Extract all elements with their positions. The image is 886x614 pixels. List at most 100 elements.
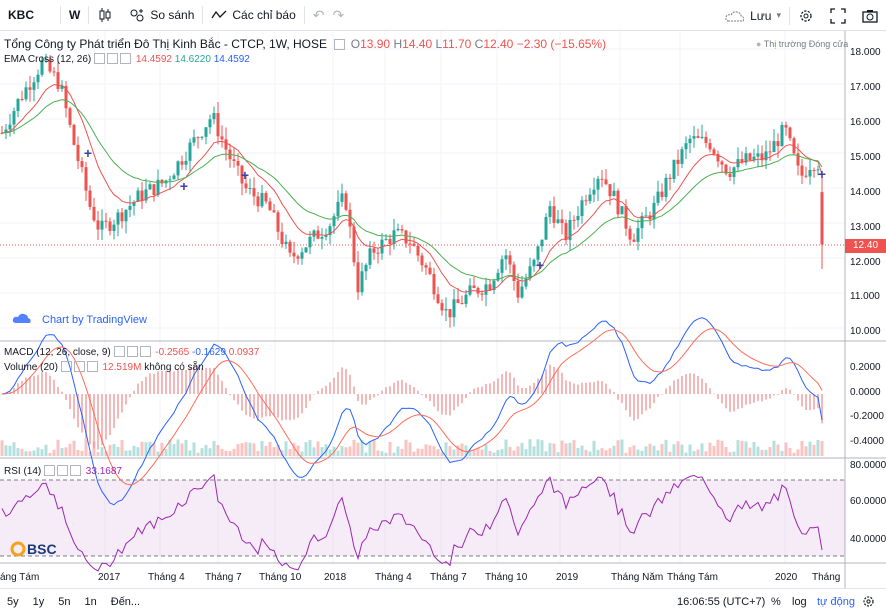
candle-body — [584, 200, 588, 202]
auto-toggle[interactable]: tự động — [817, 595, 855, 608]
candle-body — [356, 262, 360, 293]
candle-body — [568, 219, 572, 241]
macd-histogram-bar — [233, 394, 235, 401]
macd-histogram-bar — [173, 371, 175, 394]
candle-body — [108, 221, 112, 232]
macd-histogram-bar — [153, 373, 155, 394]
legend-settings-chip[interactable] — [334, 39, 346, 50]
macd-histogram-bar — [393, 382, 395, 394]
macd-histogram-bar — [29, 377, 31, 394]
volume-bar — [292, 443, 296, 456]
chart-type-button[interactable] — [89, 0, 121, 31]
chevron-down-icon: ▾ — [776, 10, 781, 20]
legend-chip[interactable] — [139, 346, 151, 357]
ema-cross-markers: + + + + + — [84, 145, 826, 273]
legend-chip[interactable] — [113, 346, 125, 357]
candle-body — [808, 169, 812, 177]
tradingview-watermark[interactable]: Chart by TradingView — [12, 313, 147, 326]
volume-legend[interactable]: Volume (20) 12.519M không có sẵn — [4, 361, 204, 373]
candle-body — [296, 256, 300, 259]
volume-note: không có sẵn — [144, 362, 204, 373]
screenshot-button[interactable] — [854, 0, 886, 31]
legend-chip[interactable] — [120, 53, 132, 64]
time-axis-label: 2017 — [98, 572, 121, 583]
legend-chip[interactable] — [73, 361, 85, 372]
range-5y-button[interactable]: 5y — [7, 595, 19, 608]
candle-body — [508, 255, 512, 265]
legend-chip[interactable] — [94, 53, 106, 64]
candle-body — [148, 184, 152, 190]
candle-body — [372, 248, 376, 253]
macd-histogram-bar — [689, 373, 691, 394]
candle-body — [68, 108, 72, 125]
volume-bar — [40, 449, 44, 456]
volume-bar — [144, 442, 148, 456]
candle-body — [796, 153, 800, 166]
macd-histogram-bar — [461, 394, 463, 404]
macd-axis-label: -0.2000 — [850, 411, 884, 422]
candle-body — [232, 159, 236, 162]
macd-histogram-bar — [345, 369, 347, 394]
percent-toggle[interactable]: % — [771, 595, 781, 608]
macd-histogram-bar — [573, 383, 575, 394]
settings-button[interactable] — [790, 0, 822, 31]
volume-bar — [772, 440, 776, 456]
candle-body — [8, 124, 12, 130]
symbol-label: KBC — [8, 8, 34, 22]
legend-chip[interactable] — [60, 361, 72, 372]
bsc-logo-text: BSC — [27, 541, 57, 557]
goto-date-button[interactable]: Đến... — [110, 595, 141, 608]
macd-legend[interactable]: MACD (12, 26, close, 9) -0.2565 -0.1629 … — [4, 346, 259, 358]
redo-button[interactable]: ↷ — [332, 0, 352, 31]
range-1y-button[interactable]: 1y — [32, 595, 45, 608]
legend-chip[interactable] — [44, 465, 56, 476]
macd-histogram-bar — [337, 372, 339, 394]
range-5d-button[interactable]: 5n — [58, 595, 71, 608]
candle-body — [56, 72, 60, 89]
indicators-button[interactable]: Các chỉ báo — [203, 0, 303, 31]
rsi-legend[interactable]: RSI (14) 33.1687 — [4, 465, 122, 477]
macd-histogram-bar — [441, 394, 443, 415]
volume-bar — [448, 446, 452, 456]
volume-bar — [372, 439, 376, 456]
undo-button[interactable]: ↶ — [305, 0, 333, 31]
symbol-button[interactable]: KBC — [0, 0, 60, 31]
volume-bar — [48, 452, 52, 456]
market-status[interactable]: ● Thị trường Đóng cửa — [756, 39, 848, 49]
fullscreen-button[interactable] — [822, 0, 854, 31]
compare-button[interactable]: So sánh — [121, 0, 202, 31]
legend-chip[interactable] — [107, 53, 119, 64]
legend-chip[interactable] — [126, 346, 138, 357]
range-1d-button[interactable]: 1n — [84, 595, 97, 608]
volume-bar — [236, 444, 240, 456]
time-axis-label: Tháng 4 — [148, 572, 185, 583]
legend-chip[interactable] — [70, 465, 82, 476]
gear-icon[interactable] — [862, 595, 875, 608]
chart-canvas[interactable]: + + + + + 18.000 17.000 16.000 15.000 14… — [0, 31, 886, 588]
ema-legend[interactable]: EMA Cross (12, 26) 14.4592 14.6220 14.45… — [4, 53, 250, 65]
candle-body — [220, 136, 224, 140]
save-button[interactable]: Lưu ▾ — [717, 0, 789, 31]
status-dot-icon: ● — [756, 39, 762, 49]
save-label: Lưu — [750, 8, 772, 23]
candle-body — [224, 139, 228, 150]
macd-histogram-bar — [645, 394, 647, 411]
cross-marker: + — [818, 166, 826, 182]
clock[interactable]: 16:06:55 (UTC+7) — [677, 595, 766, 608]
volume-bar — [636, 449, 640, 456]
volume-bar — [756, 446, 760, 456]
interval-button[interactable]: W — [61, 0, 88, 31]
bsc-logo-icon — [10, 541, 26, 557]
log-toggle[interactable]: log — [792, 595, 807, 608]
legend-chip[interactable] — [57, 465, 69, 476]
candle-body — [652, 202, 656, 220]
candle-body — [544, 217, 548, 240]
volume-bar — [24, 451, 28, 456]
volume-bar — [428, 445, 432, 456]
series-title: Tổng Công ty Phát triển Đô Thị Kinh Bắc … — [4, 37, 328, 51]
macd-histogram-bar — [665, 388, 667, 394]
legend-chip[interactable] — [86, 361, 98, 372]
candle-body — [360, 271, 364, 293]
volume-bar — [424, 444, 428, 456]
macd-histogram-bar — [521, 387, 523, 394]
